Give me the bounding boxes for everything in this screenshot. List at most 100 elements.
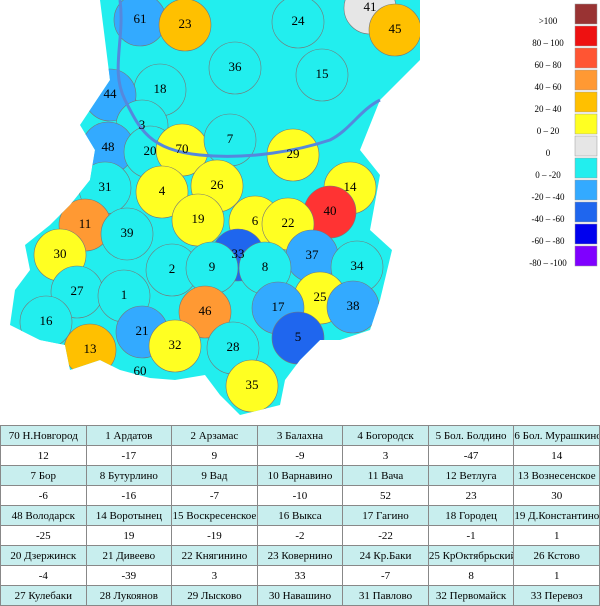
district-name: 12 Ветлуга bbox=[427, 465, 515, 486]
data-table: 70 Н.Новгород 1 Ардатов 2 Арзамас 3 Балахна… bbox=[0, 425, 600, 606]
district-value: 3 bbox=[171, 565, 258, 586]
district-name: 18 Городец bbox=[427, 505, 515, 526]
district-value: 30 bbox=[513, 485, 600, 506]
district-value: 19 bbox=[85, 525, 173, 546]
district-value: -16 bbox=[85, 485, 173, 506]
region-label: 7 bbox=[227, 131, 234, 146]
district-name: 26 Кстово bbox=[513, 545, 600, 566]
district-name: 20 Дзержинск bbox=[0, 545, 87, 566]
district-value: 1 bbox=[513, 525, 600, 546]
district-name: 48 Володарск bbox=[0, 505, 87, 526]
legend-label: -40 – -60 bbox=[532, 214, 565, 224]
district-value: -4 bbox=[0, 565, 87, 586]
region-label: 32 bbox=[169, 337, 182, 352]
region bbox=[225, 359, 279, 413]
legend-swatch bbox=[574, 245, 598, 267]
region bbox=[158, 0, 212, 52]
region-label: 31 bbox=[99, 179, 112, 194]
legend-label: 80 – 100 bbox=[532, 38, 564, 48]
region-label: 1 bbox=[121, 287, 128, 302]
legend-label: -60 – -80 bbox=[532, 236, 565, 246]
district-value: -10 bbox=[256, 485, 344, 506]
district-value: -7 bbox=[342, 565, 429, 586]
region-label: 15 bbox=[316, 66, 329, 81]
district-name: 11 Вача bbox=[342, 465, 429, 486]
district-name: 19 Д.Константиново bbox=[513, 505, 600, 526]
district-value: -25 bbox=[0, 525, 87, 546]
region-label: 33 bbox=[232, 246, 245, 261]
legend-label: >100 bbox=[539, 16, 558, 26]
region-label: 45 bbox=[389, 21, 402, 36]
region-label: 34 bbox=[351, 258, 365, 273]
table-row: -25 19 -19 -2 -22 -1 1 bbox=[0, 525, 600, 546]
legend-swatch bbox=[574, 47, 598, 69]
district-name: 21 Дивеево bbox=[85, 545, 173, 566]
district-name: 4 Богородск bbox=[342, 425, 429, 446]
region-label: 26 bbox=[211, 177, 225, 192]
region-label: 36 bbox=[229, 59, 243, 74]
region-label: 4 bbox=[159, 183, 166, 198]
region-label: 8 bbox=[262, 259, 269, 274]
district-name: 70 Н.Новгород bbox=[0, 425, 87, 446]
legend-swatch bbox=[574, 25, 598, 47]
legend-label: 0 – 20 bbox=[537, 126, 560, 136]
regions bbox=[19, 0, 420, 413]
region-label: 28 bbox=[227, 339, 240, 354]
region-label: 22 bbox=[282, 215, 295, 230]
district-value: 52 bbox=[342, 485, 429, 506]
legend-label: 40 – 60 bbox=[535, 82, 563, 92]
district-name: 13 Вознесенское bbox=[513, 465, 600, 486]
district-name: 14 Воротынец bbox=[85, 505, 173, 526]
region-label: 19 bbox=[192, 211, 205, 226]
legend: >100 80 – 100 60 – 80 40 – 60 20 – 40 0 – 20 0… bbox=[529, 3, 598, 268]
district-name: 22 Княгинино bbox=[171, 545, 258, 566]
river bbox=[116, 0, 381, 158]
region-label: 41 bbox=[364, 0, 377, 14]
region-label: 27 bbox=[71, 283, 85, 298]
legend-swatch bbox=[574, 69, 598, 91]
region bbox=[135, 165, 189, 219]
region bbox=[271, 0, 325, 49]
region-label: 17 bbox=[272, 299, 286, 314]
district-name: 6 Бол. Мурашкино bbox=[513, 425, 600, 446]
region bbox=[295, 48, 349, 102]
district-name: 25 КрОктябрьский bbox=[427, 545, 515, 566]
legend-label: 0 bbox=[546, 148, 551, 158]
district-name: 5 Бол. Болдино bbox=[427, 425, 515, 446]
region-label: 14 bbox=[344, 179, 358, 194]
region bbox=[208, 41, 262, 95]
legend-swatch bbox=[574, 201, 598, 223]
region-label: 3 bbox=[139, 117, 146, 132]
table-row: 27 Кулебаки 28 Лукоянов 29 Лысково 30 Наваш… bbox=[0, 585, 600, 606]
region-label: 39 bbox=[121, 225, 134, 240]
district-value: -19 bbox=[171, 525, 258, 546]
district-value: 1 bbox=[513, 565, 600, 586]
district-value: -1 bbox=[427, 525, 515, 546]
region-label: 11 bbox=[79, 216, 92, 231]
district-name: 8 Бутурлино bbox=[85, 465, 173, 486]
district-name: 17 Гагино bbox=[342, 505, 429, 526]
table-row: 12 -17 9 -9 3 -47 14 bbox=[0, 445, 600, 466]
region-label: 30 bbox=[54, 246, 67, 261]
district-value: 9 bbox=[171, 445, 258, 466]
region-label: 18 bbox=[154, 81, 167, 96]
table-row: 70 Н.Новгород 1 Ардатов 2 Арзамас 3 Балахна… bbox=[0, 425, 600, 446]
legend-swatch bbox=[574, 223, 598, 245]
district-value: -7 bbox=[171, 485, 258, 506]
region-label: 60 bbox=[134, 363, 147, 378]
region-label: 70 bbox=[176, 141, 189, 156]
region-label: 21 bbox=[136, 323, 149, 338]
region-label: 6 bbox=[252, 213, 259, 228]
table-row: 7 Бор 8 Бутурлино 9 Вад 10 Варнавино 11 Вача… bbox=[0, 465, 600, 486]
district-name: 3 Балахна bbox=[256, 425, 344, 446]
district-name: 16 Выкса bbox=[256, 505, 344, 526]
table-row: -6 -16 -7 -10 52 23 30 bbox=[0, 485, 600, 506]
region-label: 46 bbox=[199, 303, 213, 318]
district-name: 7 Бор bbox=[0, 465, 87, 486]
district-value: 14 bbox=[513, 445, 600, 466]
district-value: -9 bbox=[256, 445, 344, 466]
region-label: 5 bbox=[295, 329, 302, 344]
legend-swatch bbox=[574, 113, 598, 135]
